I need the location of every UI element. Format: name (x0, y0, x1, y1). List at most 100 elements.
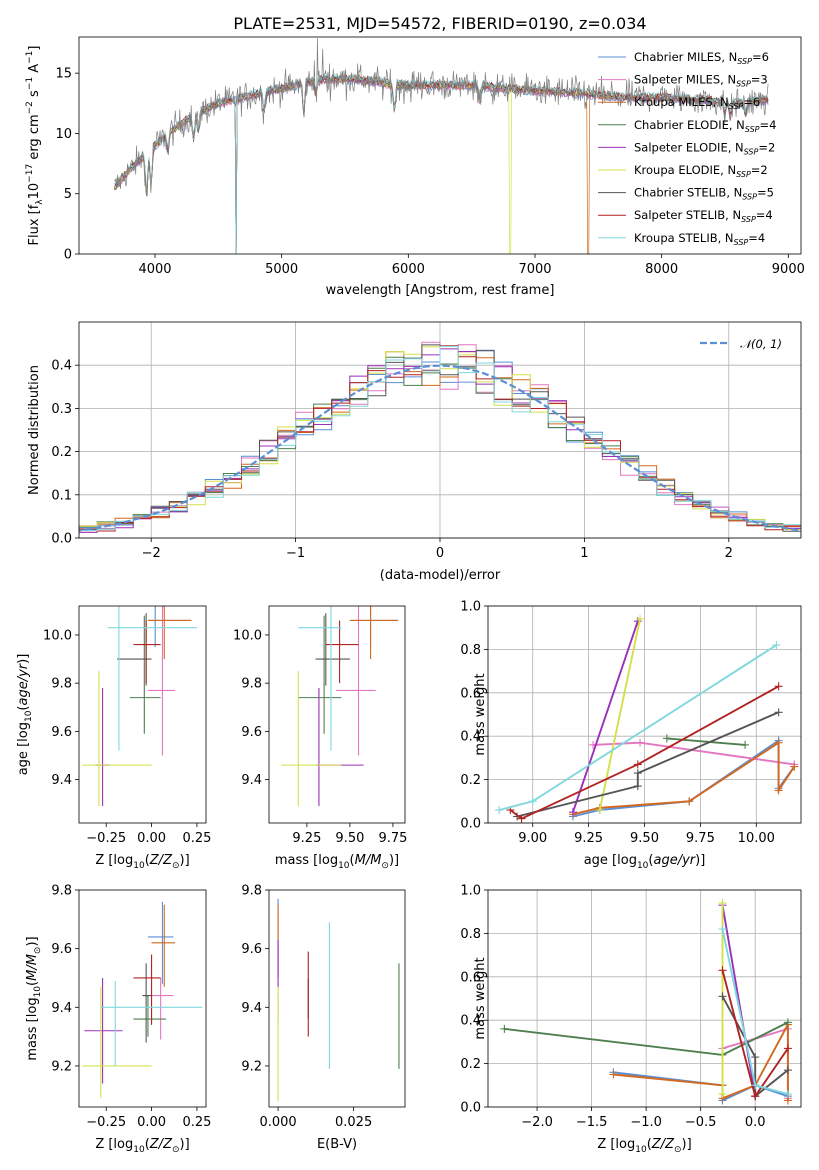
x-tick-label: −2 (142, 546, 161, 561)
weight-vs-metallicity-panel: −2.0 −1.5 −1.0 −0.5 0.0 0.0 0.2 0.4 0.6 0.8 1.0 Z [… (460, 884, 802, 1155)
legend-part: Salpeter STELIB, N (634, 208, 741, 222)
y-tick-label: 0.6 (460, 970, 481, 985)
x-tick-label: −1.0 (630, 1115, 662, 1130)
y-tick-label: 10.0 (43, 628, 72, 643)
weight-line (509, 685, 780, 820)
label-part: M/M (355, 853, 382, 868)
x-axis-label: wavelength [Angstrom, rest frame] (326, 283, 555, 298)
age-vs-mass-panel: 9.25 9.50 9.75 9.4 9.6 9.8 10.0 mass [log10(M/M… (233, 605, 407, 871)
label-part: )] (389, 853, 399, 868)
legend-part: SSP (741, 215, 756, 224)
label-part: 10 (338, 861, 350, 871)
label-part: )] (695, 853, 705, 868)
label-part: Z/Z (149, 853, 173, 868)
label-part: )] (25, 936, 40, 946)
label-part: Z [log (95, 853, 133, 868)
y-tick-label: 9.8 (241, 884, 262, 899)
x-tick-label: 9.25 (292, 831, 321, 846)
legend-label: 𝒩(0, 1) (740, 337, 782, 351)
y-tick-label: 9.6 (51, 942, 72, 957)
x-tick-label: 9.50 (630, 831, 659, 846)
axes-frame (78, 321, 802, 539)
legend-label: Chabrier MILES, NSSP=6 (634, 50, 769, 66)
y-axis-label: age [log10(age/yr)] (16, 654, 34, 776)
plot-area (114, 38, 769, 254)
x-tick-label: 0.025 (335, 1115, 372, 1130)
label-part: )] (16, 654, 31, 664)
x-tick-label: 1 (580, 546, 588, 561)
y-tick-label: 0.1 (51, 488, 72, 503)
axes-frame (268, 889, 406, 1108)
label-part: mass weight (473, 673, 488, 755)
x-tick-label: −1 (286, 546, 305, 561)
label-part: ( (350, 853, 355, 868)
label-part: −1 (25, 77, 35, 90)
x-tick-label: −0.25 (86, 831, 126, 846)
plot-area (82, 606, 197, 807)
weight-line (721, 905, 757, 1097)
y-tick-label: 0.2 (460, 773, 481, 788)
y-tick-label: 0.0 (51, 532, 72, 547)
chart-title: PLATE=2531, MJD=54572, FIBERID=0190, z=0… (233, 14, 646, 33)
axes-frame (487, 889, 802, 1108)
legend-label: Chabrier STELIB, NSSP=5 (634, 186, 774, 202)
axes-frame (78, 36, 802, 255)
axes-frame (78, 889, 207, 1108)
x-tick-label: 7000 (518, 262, 551, 277)
legend-part: =2 (751, 163, 768, 177)
residual-histogram-step (79, 345, 801, 534)
legend-part: SSP (742, 193, 757, 202)
normal-distribution-curve (79, 364, 801, 532)
label-part: −17 (25, 164, 35, 183)
label-part: age [log (16, 722, 31, 775)
x-tick-label: 9.00 (518, 831, 547, 846)
x-tick-label: 8000 (645, 262, 678, 277)
label-part: ⊙ (33, 947, 43, 955)
label-part: ( (647, 1137, 652, 1152)
y-tick-label: 9.2 (51, 1059, 72, 1074)
y-tick-label: 9.6 (241, 725, 262, 740)
label-part: )] (682, 1137, 692, 1152)
label-part: ] (27, 46, 42, 51)
x-axis-label: Z [log10(Z/Z⊙)] (95, 853, 189, 871)
plot-area (281, 606, 399, 807)
label-part: 10 (24, 710, 34, 722)
x-tick-label: 0.0 (745, 1115, 766, 1130)
x-tick-label: 2 (725, 546, 733, 561)
weight-line (666, 737, 746, 746)
mass-vs-ebv-panel: 0.000 0.025 9.2 9.4 9.6 9.8 E(B-V) (241, 884, 406, 1152)
legend-label: Salpeter STELIB, NSSP=4 (634, 208, 773, 224)
label-part: ( (16, 706, 31, 711)
legend-part: =3 (751, 73, 768, 87)
y-tick-label: 0.4 (460, 1014, 481, 1029)
y-tick-label: 9.2 (241, 1059, 262, 1074)
label-part: Z/Z (651, 1137, 675, 1152)
y-axis-label: Flux [fλ10−17 erg cm−2 s−1 A−1] (25, 46, 45, 246)
x-tick-label: 0 (436, 546, 444, 561)
y-tick-label: 9.4 (241, 773, 262, 788)
y-tick-label: 10 (55, 127, 72, 142)
spectrum-panel: 4000 5000 6000 7000 8000 9000 0 5 10 15 wavelength… (25, 36, 805, 298)
legend-part: =6 (752, 50, 769, 64)
x-tick-label: 9000 (772, 262, 805, 277)
x-tick-label: 0.25 (182, 831, 211, 846)
x-tick-label: 0.25 (182, 1115, 211, 1130)
legend-part: =4 (748, 231, 765, 245)
label-part: ⊙ (674, 1145, 682, 1155)
x-tick-label: −2.0 (521, 1115, 553, 1130)
x-axis-label: mass [log10(M/M⊙)] (275, 853, 399, 871)
legend-part: SSP (737, 57, 752, 66)
x-tick-label: 9.75 (378, 831, 407, 846)
legend-label: Salpeter MILES, NSSP=3 (634, 73, 768, 89)
x-axis-label: age [log10(age/yr)] (584, 853, 706, 871)
label-part: 10 (133, 861, 145, 871)
label-part: 10 (635, 1145, 647, 1155)
y-tick-label: 9.4 (51, 1001, 72, 1016)
y-tick-label: 0.8 (460, 927, 481, 942)
y-tick-label: 0.0 (460, 817, 481, 832)
x-axis-label: E(B-V) (317, 1137, 357, 1152)
y-tick-label: 0.0 (460, 1101, 481, 1116)
legend-part: Kroupa STELIB, N (634, 231, 734, 245)
legend-label: Kroupa MILES, NSSP=6 (634, 95, 760, 111)
